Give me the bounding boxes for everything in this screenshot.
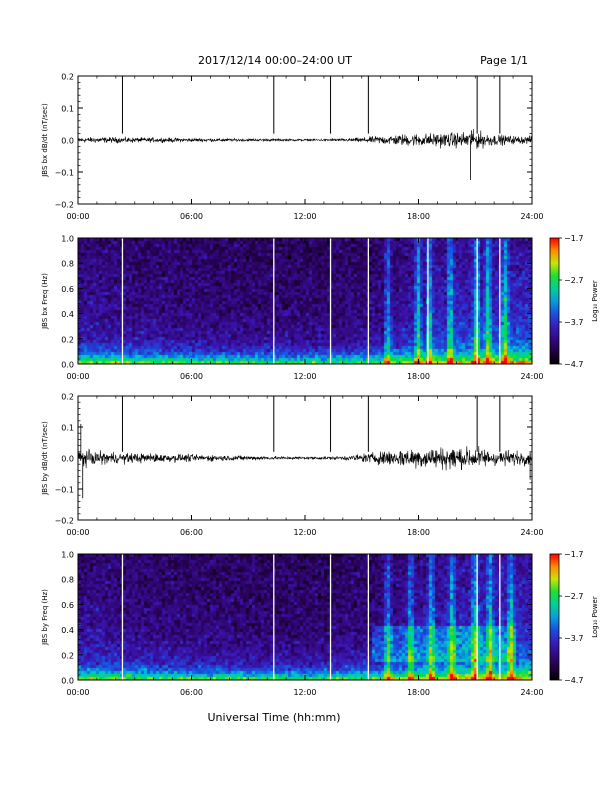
y-tick-label: 0.8 (61, 260, 74, 269)
x-tick-label: 12:00 (293, 688, 316, 697)
x-tick-label: 24:00 (520, 688, 543, 697)
spectrogram-image (78, 238, 532, 364)
y-tick-label: 0.2 (61, 651, 74, 660)
x-tick-label: 18:00 (407, 528, 430, 537)
colorbar-tick-label: −4.7 (564, 676, 583, 685)
spectrogram-image (78, 554, 532, 680)
y-tick-label: 1.0 (61, 551, 74, 560)
y-tick-label: 0.6 (61, 601, 74, 610)
time-series-trace (77, 128, 533, 149)
y-tick-label: 1.0 (61, 235, 74, 244)
y-tick-label: 0.2 (61, 393, 74, 402)
x-tick-label: 18:00 (407, 212, 430, 221)
x-tick-label: 24:00 (520, 528, 543, 537)
y-tick-label: 0.4 (61, 626, 74, 635)
y-tick-label: 0.6 (61, 285, 74, 294)
y-tick-label: 0.0 (61, 361, 74, 370)
colorbar-tick-label: −1.7 (564, 550, 583, 559)
x-tick-label: 00:00 (66, 212, 89, 221)
x-axis-title: Universal Time (hh:mm) (208, 711, 341, 724)
y-axis-title: JBS by dB/dt (nT/sec) (41, 421, 49, 496)
x-tick-label: 24:00 (520, 372, 543, 381)
x-tick-label: 12:00 (293, 528, 316, 537)
y-tick-label: 0.4 (61, 310, 74, 319)
y-tick-label: 0.1 (61, 105, 74, 114)
y-tick-label: −0.2 (55, 201, 74, 210)
x-tick-label: 12:00 (293, 212, 316, 221)
y-tick-label: 0.8 (61, 576, 74, 585)
y-tick-label: −0.1 (55, 169, 74, 178)
x-tick-label: 00:00 (66, 528, 89, 537)
panels-group: −0.2 −0.1 0.0 0.1 0.2 00:00 06:00 12:00 18:00 24:… (41, 73, 599, 698)
y-tick-label: 0.2 (61, 335, 74, 344)
page-number: Page 1/1 (480, 54, 528, 67)
x-tick-label: 06:00 (180, 688, 203, 697)
colorbar-tick-label: −4.7 (564, 360, 583, 369)
x-tick-label: 06:00 (180, 372, 203, 381)
x-tick-label: 00:00 (66, 688, 89, 697)
y-tick-label: 0.0 (61, 677, 74, 686)
y-axis-title: JBS by Freq (Hz) (41, 589, 49, 646)
x-tick-label: 18:00 (407, 372, 430, 381)
time-series-trace (77, 445, 533, 471)
colorbar-tick-label: −3.7 (564, 634, 583, 643)
y-tick-label: −0.2 (55, 517, 74, 526)
colorbar (549, 553, 560, 681)
y-tick-label: 0.0 (61, 455, 74, 464)
colorbar-tick-label: −3.7 (564, 318, 583, 327)
x-tick-label: 00:00 (66, 372, 89, 381)
colorbar (549, 237, 560, 365)
y-tick-label: 0.0 (61, 137, 74, 146)
y-axis-title: JBS bx dB/dt (nT/sec) (41, 103, 49, 178)
colorbar-tick-label: −1.7 (564, 234, 583, 243)
y-tick-label: 0.1 (61, 424, 74, 433)
x-tick-label: 18:00 (407, 688, 430, 697)
x-tick-label: 06:00 (180, 528, 203, 537)
x-tick-label: 06:00 (180, 212, 203, 221)
colorbar-title: Log₁₀ Power (591, 596, 599, 638)
x-tick-label: 12:00 (293, 372, 316, 381)
y-tick-label: −0.1 (55, 486, 74, 495)
report-title: 2017/12/14 00:00–24:00 UT (198, 54, 352, 67)
y-tick-label: 0.2 (61, 73, 74, 82)
colorbar-tick-label: −2.7 (564, 276, 583, 285)
colorbar-tick-label: −2.7 (564, 592, 583, 601)
colorbar-title: Log₁₀ Power (591, 280, 599, 322)
x-tick-label: 24:00 (520, 212, 543, 221)
y-axis-title: JBS bx Freq (Hz) (41, 273, 49, 330)
